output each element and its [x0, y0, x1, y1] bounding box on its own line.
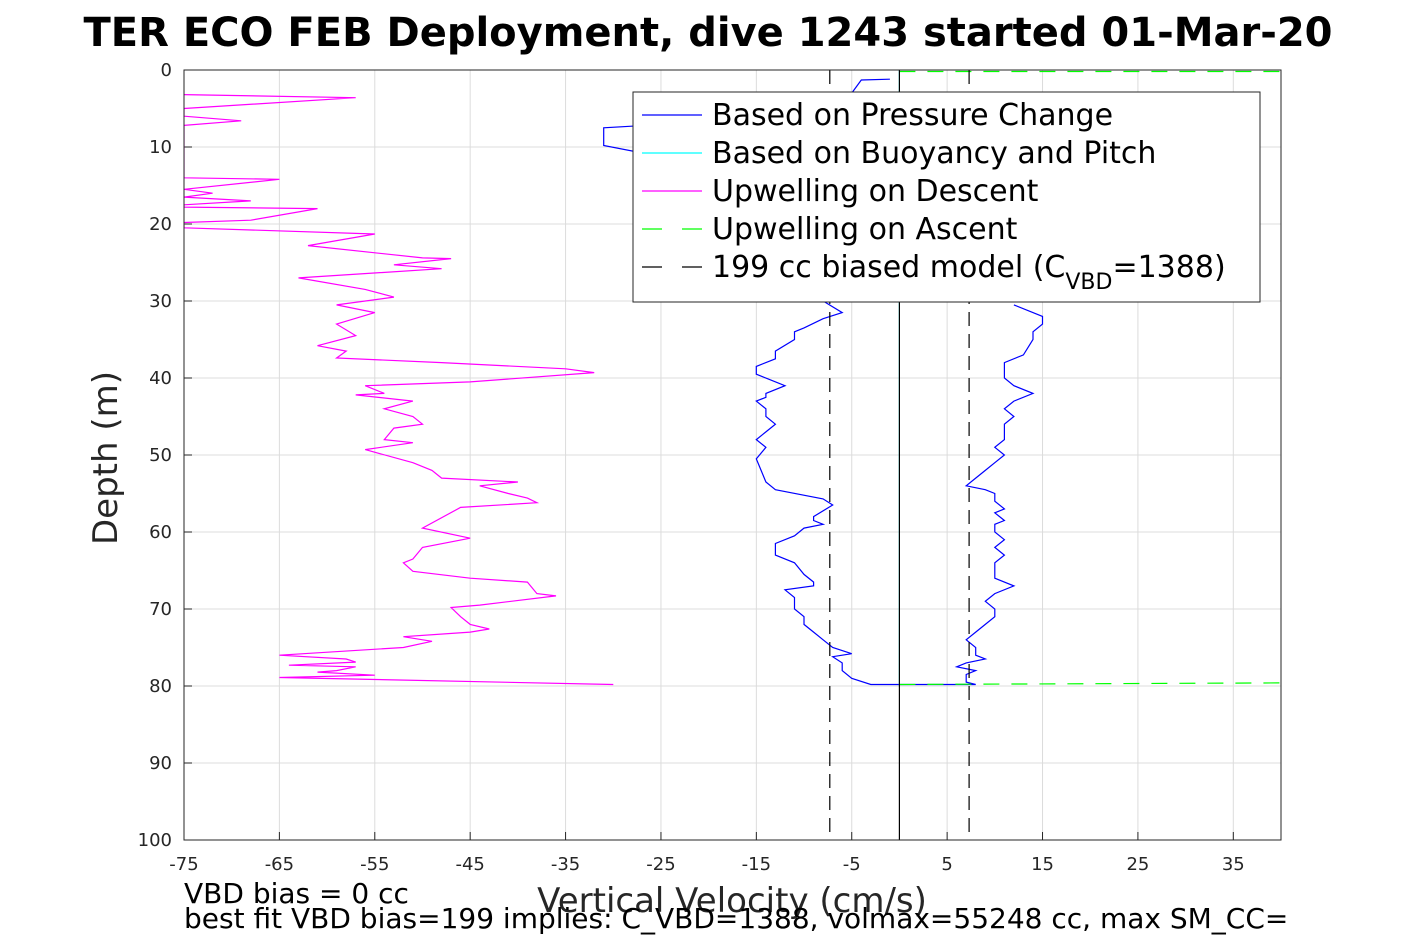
x-tick-label: -45	[455, 854, 484, 875]
legend-label: Upwelling on Ascent	[712, 212, 1018, 247]
legend-label-text: Upwelling on Ascent	[712, 212, 1018, 247]
series-line-upwelling-on-ascent	[899, 682, 1281, 686]
y-tick-label: 40	[149, 368, 172, 389]
y-tick-label: 20	[149, 214, 172, 235]
series-line-based-on-pressure-change	[755, 300, 900, 686]
legend-label-subscript: VBD	[1065, 270, 1112, 295]
x-tick-label: -25	[646, 854, 675, 875]
legend-label-text: Based on Pressure Change	[712, 98, 1113, 133]
legend-label-text: Based on Buoyancy and Pitch	[712, 136, 1156, 171]
legend-label-text: Upwelling on Descent	[712, 174, 1039, 209]
x-tick-label: 5	[941, 854, 952, 875]
x-tick-label: -5	[843, 854, 861, 875]
series-line-based-on-pressure-change	[899, 304, 1044, 686]
annotation-best-fit: best fit VBD bias=199 implies: C_VBD=138…	[184, 902, 1288, 935]
y-tick-label: 70	[149, 599, 172, 620]
legend-label: Based on Pressure Change	[712, 98, 1113, 133]
y-tick-label: 0	[161, 60, 172, 81]
x-tick-label: -15	[742, 854, 771, 875]
legend-label: 199 cc biased model (CVBD=1388)	[712, 250, 1226, 295]
y-tick-label: 50	[149, 445, 172, 466]
y-tick-label: 10	[149, 137, 172, 158]
annotation-vbd-bias: VBD bias = 0 cc	[184, 877, 409, 910]
legend-label-suffix: =1388)	[1112, 250, 1225, 285]
x-axis-label: Vertical Velocity (cm/s)	[537, 881, 927, 921]
x-tick-label: 35	[1222, 854, 1245, 875]
y-tick-label: 90	[149, 753, 172, 774]
legend-label-text: 199 cc biased model (C	[712, 250, 1065, 285]
legend-label: Upwelling on Descent	[712, 174, 1039, 209]
x-tick-label: 25	[1126, 854, 1149, 875]
y-tick-label: 30	[149, 291, 172, 312]
plot-frame	[183, 69, 1282, 841]
x-tick-label: 15	[1031, 854, 1054, 875]
chart-title: TER ECO FEB Deployment, dive 1243 starte…	[83, 10, 1332, 56]
y-tick-labels: 0 10 20 30 40 50 60 70 80 90 100	[138, 60, 172, 851]
legend-label: Based on Buoyancy and Pitch	[712, 136, 1156, 171]
y-axis-label: Depth (m)	[86, 371, 126, 545]
y-tick-label: 100	[138, 830, 172, 851]
x-tick-label: -35	[551, 854, 580, 875]
x-tick-label: -65	[265, 854, 294, 875]
x-tick-label: -75	[169, 854, 198, 875]
legend-box	[632, 91, 1261, 303]
y-tick-label: 60	[149, 522, 172, 543]
x-tick-label: -55	[360, 854, 389, 875]
series-line-upwelling-on-descent	[184, 94, 614, 686]
x-tick-labels: -75 -65 -55 -45 -35 -25 -15 -5 5 15 25 35	[169, 854, 1244, 875]
y-tick-label: 80	[149, 676, 172, 697]
